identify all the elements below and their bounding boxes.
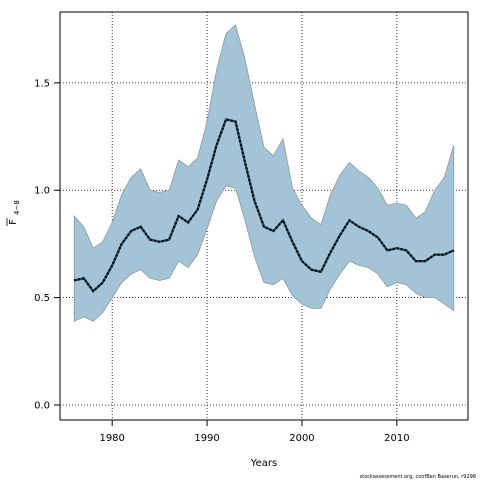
footer-credit: stockassessment.org, confBen Baserun, r9… xyxy=(360,474,476,480)
x-tick-label: 2010 xyxy=(384,433,409,444)
y-axis: 0.0 0.5 1.0 1.5 xyxy=(34,78,60,411)
estimate-line-dots xyxy=(73,118,455,293)
y-axis-title: F 4−8 xyxy=(6,200,21,226)
x-tick-label: 1980 xyxy=(99,433,124,444)
y-tick-label: 0.5 xyxy=(34,293,50,304)
confidence-band xyxy=(73,24,455,322)
y-tick-label: 1.0 xyxy=(34,186,50,197)
x-tick-label: 2000 xyxy=(289,433,314,444)
plot-frame xyxy=(59,11,469,421)
y-tick-label: 1.5 xyxy=(34,78,50,89)
x-axis-title: Years xyxy=(250,458,277,469)
y-axis-title-sub: 4−8 xyxy=(13,200,21,215)
x-tick-label: 1990 xyxy=(194,433,219,444)
y-tick-label: 0.0 xyxy=(34,400,50,411)
x-axis: 1980 1990 2000 2010 xyxy=(99,420,410,444)
y-axis-title-main: F xyxy=(8,219,19,225)
